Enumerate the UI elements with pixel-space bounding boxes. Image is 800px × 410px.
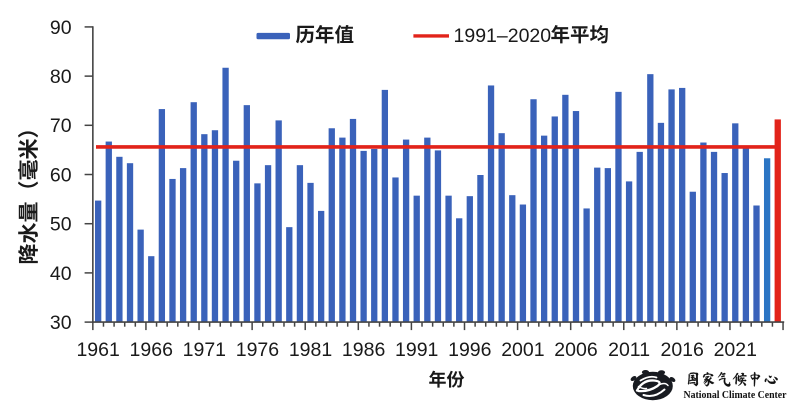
svg-text:2011: 2011 xyxy=(608,339,650,361)
svg-text:National Climate Center: National Climate Center xyxy=(684,389,787,401)
svg-text:30: 30 xyxy=(50,312,72,334)
svg-text:1976: 1976 xyxy=(236,339,279,361)
svg-text:1991: 1991 xyxy=(395,339,438,361)
svg-text:2016: 2016 xyxy=(660,339,703,361)
svg-text:80: 80 xyxy=(50,66,72,88)
svg-text:1996: 1996 xyxy=(448,339,491,361)
svg-text:1991–2020: 1991–2020 xyxy=(454,25,552,47)
svg-text:1986: 1986 xyxy=(342,339,385,361)
svg-text:70: 70 xyxy=(50,115,72,137)
svg-text:1981: 1981 xyxy=(289,339,332,361)
svg-text:2006: 2006 xyxy=(554,339,597,361)
svg-text:50: 50 xyxy=(50,214,72,236)
svg-text:40: 40 xyxy=(50,263,72,285)
svg-text:1966: 1966 xyxy=(130,339,173,361)
svg-text:60: 60 xyxy=(50,164,72,186)
svg-text:90: 90 xyxy=(50,17,72,39)
svg-text:1961: 1961 xyxy=(76,339,119,361)
svg-text:2021: 2021 xyxy=(714,339,757,361)
svg-text:2001: 2001 xyxy=(501,339,544,361)
svg-text:1971: 1971 xyxy=(183,339,226,361)
